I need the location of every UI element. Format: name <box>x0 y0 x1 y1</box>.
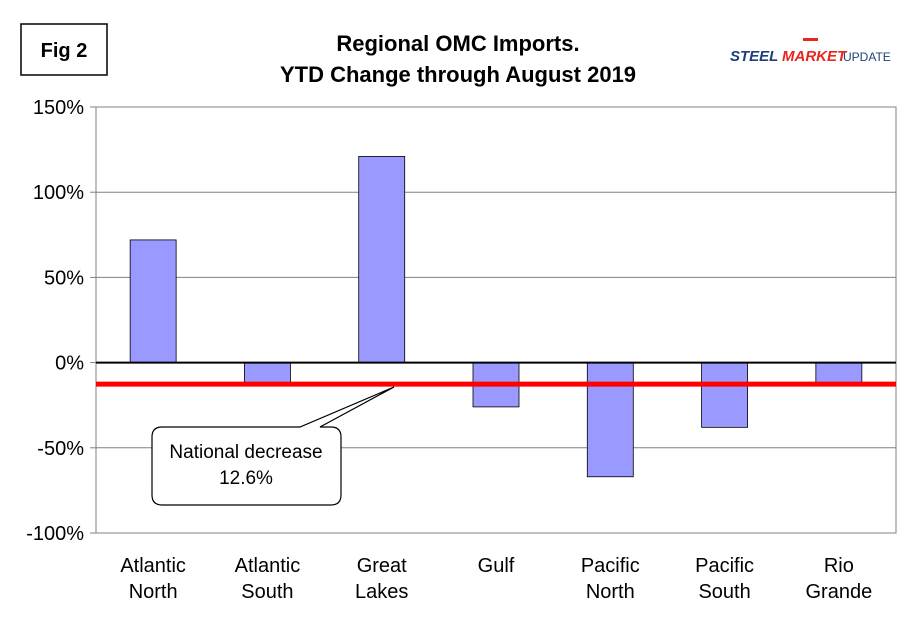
logo-word-update: UPDATE <box>843 50 891 64</box>
x-tick-label: Atlantic North <box>120 555 186 603</box>
callout-bubble <box>151 386 395 506</box>
x-axis-labels: Atlantic North Atlantic South Great Lakes Gulf… <box>120 555 872 603</box>
y-axis-ticks: 150% 100% 50% 0% -50% -100% <box>26 97 96 545</box>
bar <box>358 156 406 364</box>
figure-label-box <box>20 23 108 76</box>
y-tick-label: -100% <box>26 523 84 545</box>
x-tick-label: Gulf <box>478 555 515 577</box>
national-decrease-callout: National decrease 12.6% <box>151 386 395 506</box>
logo-word-market: MARKET <box>782 48 848 65</box>
y-tick-label: 50% <box>44 267 84 289</box>
logo-accent-bar <box>803 38 818 41</box>
y-tick-label: 150% <box>33 97 84 119</box>
callout-text-line2: 12.6% <box>219 468 273 489</box>
bar <box>815 362 863 384</box>
chart-title-line1: Regional OMC Imports. <box>336 31 579 56</box>
y-tick-label: 0% <box>55 353 84 375</box>
figure-label: Fig 2 <box>41 40 88 62</box>
callout-text-line1: National decrease <box>169 442 322 463</box>
steel-market-update-logo: STEEL MARKET UPDATE <box>730 38 891 65</box>
bar <box>129 239 177 364</box>
x-tick-label: Rio Grande <box>805 555 872 603</box>
x-tick-label: Atlantic South <box>235 555 301 603</box>
logo-word-steel: STEEL <box>730 48 778 65</box>
x-tick-label: Great Lakes <box>355 555 408 603</box>
x-tick-label: Pacific South <box>695 555 754 603</box>
x-tick-label: Pacific North <box>581 555 640 603</box>
chart-title-line2: YTD Change through August 2019 <box>280 62 636 87</box>
bar <box>586 362 634 478</box>
bar <box>701 362 748 428</box>
y-tick-label: 100% <box>33 182 84 204</box>
bar <box>244 362 291 384</box>
y-tick-label: -50% <box>37 438 84 460</box>
